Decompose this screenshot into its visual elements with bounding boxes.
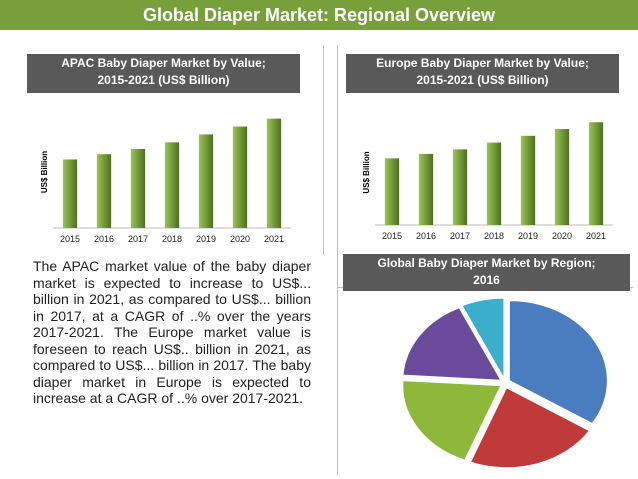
europe-bar-2018 [486,142,502,225]
europe-bar-2021 [588,122,604,225]
europe-chart-header: Europe Baby Diaper Market by Value; 2015… [346,54,619,93]
right-panel-divider [337,45,338,255]
apac-bar-2020 [232,126,248,228]
apac-bar-2021 [266,118,282,228]
europe-tick-2020: 2020 [552,231,572,241]
apac-bar-2019 [198,134,214,228]
apac-tick-2020: 2020 [230,234,250,244]
pie-panel-left-border [337,255,338,475]
europe-tick-2015: 2015 [382,231,402,241]
apac-chart-header-line1: APAC Baby Diaper Market by Value; [61,56,266,70]
europe-bar-2019 [520,135,536,225]
europe-tick-2019: 2019 [518,231,538,241]
europe-tick-2017: 2017 [450,231,470,241]
europe-bar-2020 [554,129,570,225]
apac-chart-header-line2: 2015-2021 (US$ Billion) [97,73,230,87]
europe-tick-2018: 2018 [484,231,504,241]
apac-tick-2017: 2017 [128,234,148,244]
pie-slice-5 [461,297,505,380]
pie-slice-2 [469,387,591,469]
pie-chart-header-line2: 2016 [473,273,500,287]
europe-bar-2016 [418,153,434,225]
europe-chart-header-line2: 2015-2021 (US$ Billion) [416,73,549,87]
region-pie-chart [402,297,608,469]
apac-bar-2015 [62,159,78,228]
europe-tick-2021: 2021 [586,231,606,241]
apac-tick-2015: 2015 [60,234,80,244]
europe-bar-2015 [384,158,400,225]
apac-chart-header: APAC Baby Diaper Market by Value; 2015-2… [27,54,300,93]
pie-slice-1 [508,300,608,425]
apac-bar-chart: US$ Billion 2015 2016 2017 2018 2019 2020 2021 [40,118,291,244]
europe-tick-2016: 2016 [416,231,436,241]
pie-slice-3 [402,380,502,461]
market-summary-text: The APAC market value of the baby diaper… [33,258,311,406]
pie-slice-4 [402,307,502,381]
apac-bar-2017 [130,148,146,228]
apac-bar-2016 [96,154,112,228]
apac-tick-2016: 2016 [94,234,114,244]
europe-chart-header-line1: Europe Baby Diaper Market by Value; [376,56,589,70]
pie-chart-header-line1: Global Baby Diaper Market by Region; [377,256,596,270]
left-panel-divider [323,45,324,255]
apac-tick-2021: 2021 [264,234,284,244]
europe-bar-chart: US$ Billion 2015 2016 2017 2018 2019 2020 2021 [362,122,613,241]
apac-bar-2018 [164,142,180,228]
pie-chart-header: Global Baby Diaper Market by Region; 201… [343,254,630,291]
apac-tick-2018: 2018 [162,234,182,244]
page-banner-title: Global Diaper Market: Regional Overview [0,0,638,30]
europe-y-axis-label: US$ Billion [362,151,371,193]
apac-tick-2019: 2019 [196,234,216,244]
europe-bar-2017 [452,149,468,225]
apac-y-axis-label: US$ Billion [40,151,49,193]
